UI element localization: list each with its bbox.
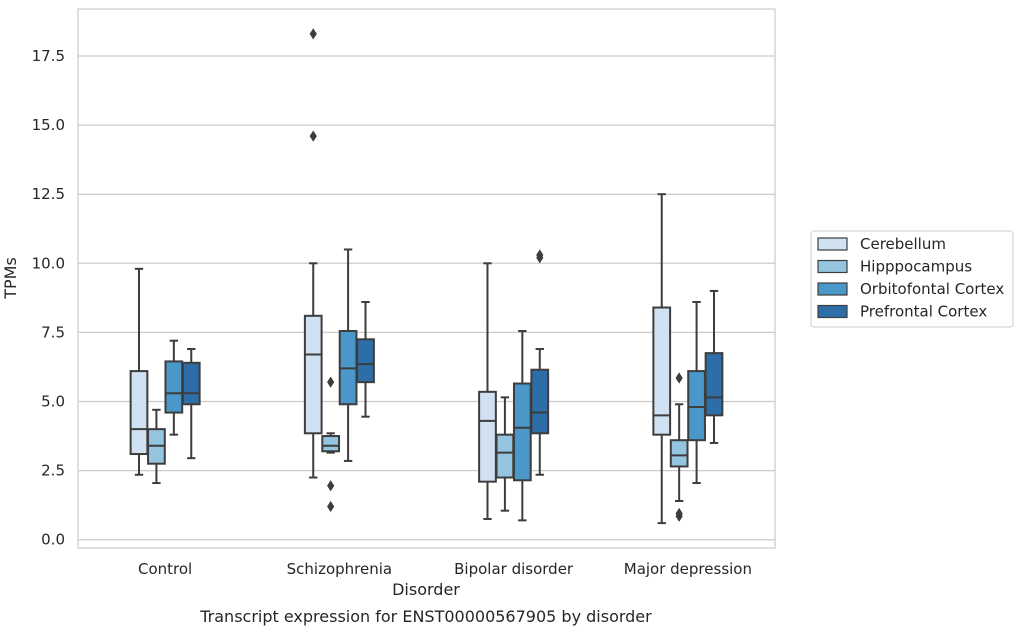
box (652, 306, 672, 436)
y-tick-label: 17.5 (32, 47, 65, 65)
x-tick-label: Control (138, 560, 192, 578)
y-axis-ticks: 0.0 2.5 5.0 7.5 10.0 12.5 15.0 17.5 (32, 47, 65, 549)
y-tick-label: 12.5 (32, 185, 65, 203)
legend: Cerebellum Hipppocampus Orbitofontal Corte… (810, 230, 1014, 328)
box (303, 314, 323, 435)
y-tick-label: 15.0 (32, 116, 65, 134)
box (164, 360, 184, 414)
x-tick-label: Bipolar disorder (454, 560, 574, 578)
y-tick-label: 0.0 (41, 531, 65, 549)
y-tick-label: 2.5 (41, 462, 65, 480)
legend-swatch (817, 259, 848, 274)
box (356, 338, 375, 384)
legend-label: Hipppocampus (860, 258, 972, 276)
box (512, 382, 532, 482)
series-group (147, 372, 689, 522)
box (321, 435, 341, 453)
box (669, 439, 689, 468)
box (129, 370, 149, 456)
series-group (164, 248, 706, 522)
box (704, 352, 724, 417)
legend-swatch (817, 237, 848, 251)
x-tick-label: Schizophrenia (287, 560, 392, 578)
y-tick-label: 10.0 (32, 254, 65, 272)
y-tick-label: 5.0 (41, 393, 65, 411)
outlier-point (675, 372, 683, 384)
y-tick-label: 7.5 (41, 323, 65, 341)
legend-label: Orbitofontal Cortex (860, 280, 1004, 298)
outlier-point (675, 507, 683, 520)
box-series (129, 28, 724, 525)
outlier-point (327, 376, 335, 388)
outlier-point (309, 130, 317, 142)
series-group (129, 28, 672, 525)
outlier-point (327, 500, 335, 513)
series-group (181, 249, 724, 476)
outlier-point (536, 249, 544, 261)
legend-label: Cerebellum (860, 235, 946, 253)
outlier-point (327, 480, 335, 492)
legend-label: Prefrontal Cortex (860, 303, 987, 321)
plot-area-frame (77, 8, 776, 549)
box (181, 361, 201, 406)
box (495, 433, 515, 479)
y-axis-title: TPMs (1, 257, 20, 300)
x-axis-ticks: Control Schizophrenia Bipolar disorder Majo… (138, 560, 752, 578)
legend-swatch (817, 304, 848, 319)
x-tick-label: Major depression (624, 560, 752, 578)
chart-caption: Transcript expression for ENST0000056790… (199, 607, 652, 626)
box (478, 390, 497, 483)
x-axis-title: Disorder (392, 580, 460, 599)
box (687, 370, 706, 442)
box (530, 368, 550, 435)
legend-swatch (817, 282, 848, 296)
outlier-point (309, 28, 317, 40)
legend-frame (810, 230, 1014, 328)
